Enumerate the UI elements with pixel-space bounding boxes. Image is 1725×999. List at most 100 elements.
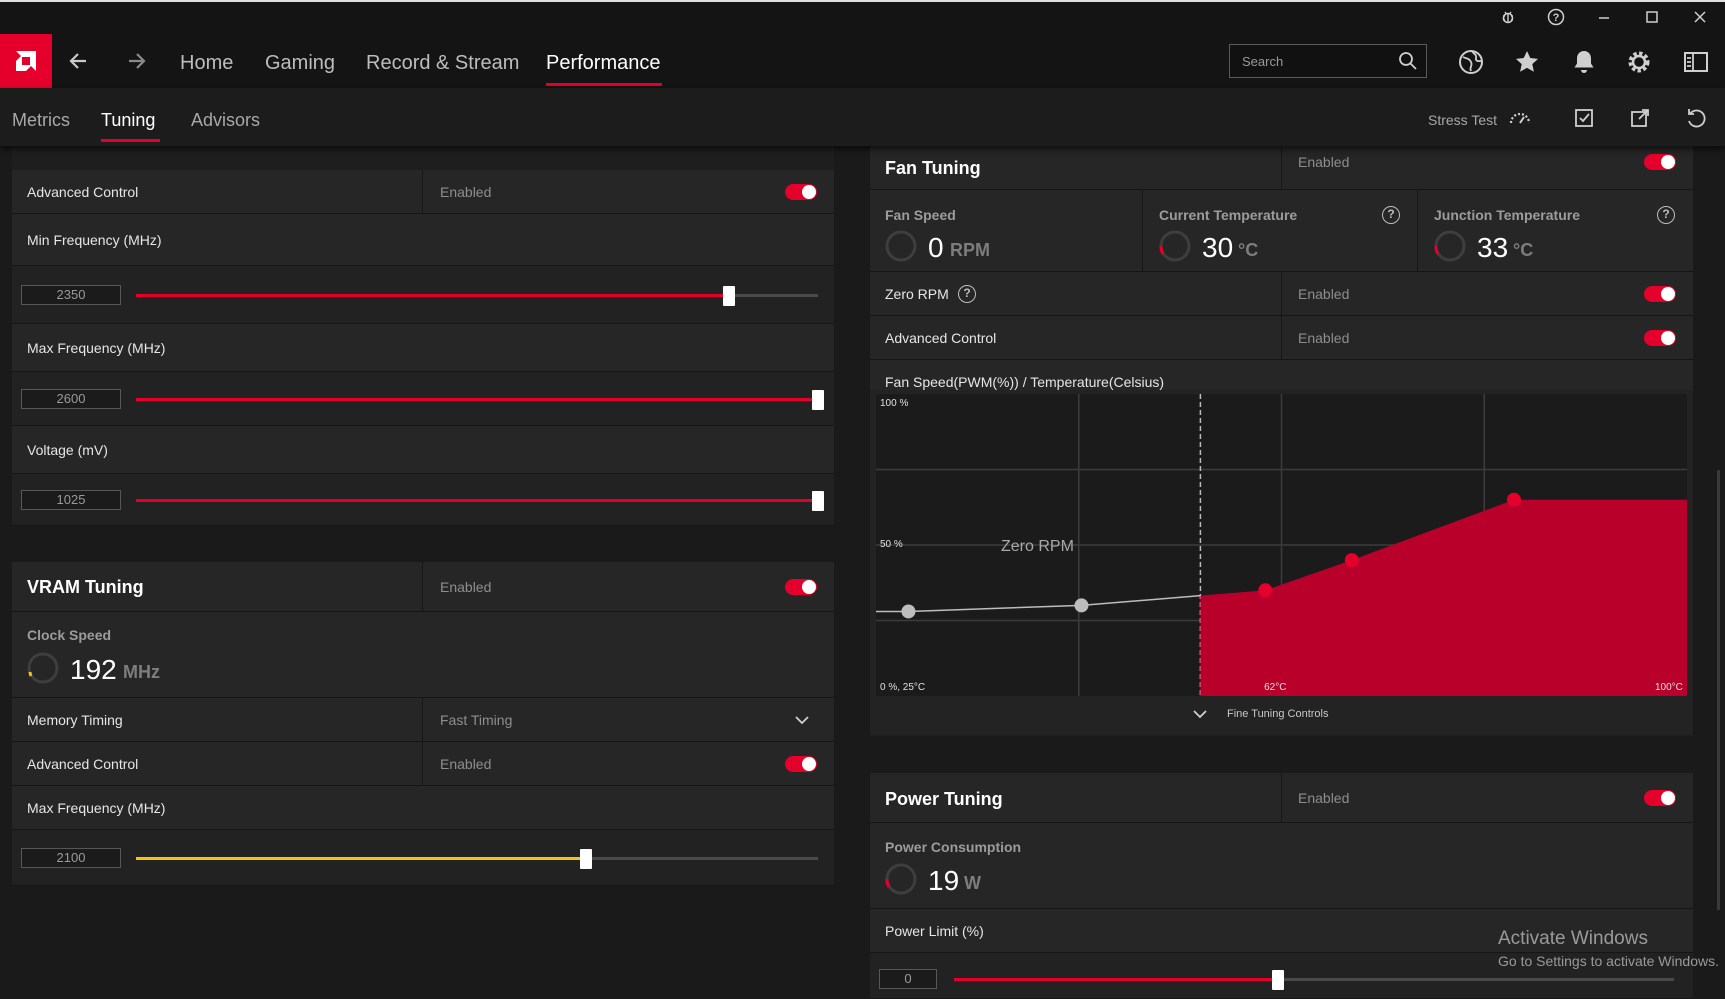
voltage-slider-row: 1025 (12, 474, 834, 526)
chevron-down-icon[interactable] (794, 714, 810, 726)
fan-curve-point-5 (1506, 492, 1521, 507)
current-temp-unit: °C (1238, 240, 1259, 260)
minimize-icon[interactable] (1592, 8, 1616, 32)
vram-clock-value: 192 (70, 654, 117, 685)
voltage-input[interactable]: 1025 (21, 490, 121, 510)
chart-area (1200, 499, 1687, 696)
stress-test-gauge-icon[interactable] (1508, 106, 1532, 130)
vram-clock-row: Clock Speed 192 MHz (12, 612, 834, 698)
sidebar-icon[interactable] (1682, 48, 1710, 76)
bell-icon[interactable] (1570, 48, 1598, 76)
memory-timing-label: Memory Timing (27, 712, 123, 728)
power-enabled-toggle[interactable] (1644, 790, 1676, 806)
max-frequency-input[interactable]: 2600 (21, 389, 121, 409)
fan-curve-chart: 100 % 50 % 0 %, 25°C 62°C 100°C Zero RPM Fine… (870, 390, 1693, 735)
search-input[interactable] (1230, 45, 1390, 77)
power-limit-fill (954, 978, 1278, 981)
vram-advanced-control-value: Enabled (440, 756, 492, 772)
svg-text:?: ? (1553, 12, 1560, 24)
tab-tuning[interactable]: Tuning (101, 110, 156, 130)
voltage-label: Voltage (mV) (27, 442, 108, 458)
tab-gaming[interactable]: Gaming (265, 52, 336, 74)
vram-advanced-control-toggle[interactable] (785, 756, 817, 772)
power-tuning-panel: Power Tuning Enabled Power Consumption 1… (870, 773, 1693, 999)
chart-line (876, 594, 1201, 613)
zero-rpm-region-label: Zero RPM (1001, 538, 1074, 555)
vram-max-frequency-row: Max Frequency (MHz) (12, 786, 834, 830)
zero-rpm-toggle[interactable] (1644, 286, 1676, 302)
power-consumption-unit: W (964, 873, 981, 893)
power-limit-input[interactable]: 0 (879, 969, 937, 989)
min-frequency-input[interactable]: 2350 (21, 285, 121, 305)
reset-icon[interactable] (1684, 106, 1708, 130)
min-frequency-slider-row: 2350 (12, 266, 834, 324)
vram-clock-gauge-icon (27, 652, 59, 684)
tab-performance[interactable]: Performance (546, 52, 661, 74)
current-temp-help-icon[interactable]: ? (1382, 206, 1400, 224)
star-icon[interactable] (1513, 48, 1541, 76)
vram-clock-label: Clock Speed (27, 627, 112, 643)
min-frequency-row: Min Frequency (MHz) (12, 214, 834, 266)
fan-metrics-row: Fan Speed 0 RPM Current Temperature ? 30… (870, 190, 1693, 272)
junction-temp-value: 33 (1477, 232, 1509, 263)
export-icon[interactable] (1628, 106, 1652, 130)
power-limit-row: Power Limit (%) (870, 909, 1693, 953)
vram-max-frequency-label: Max Frequency (MHz) (27, 800, 166, 816)
zero-rpm-help-icon[interactable]: ? (958, 285, 976, 303)
fan-header-row: Fan Tuning Enabled (870, 146, 1693, 190)
junction-temp-help-icon[interactable]: ? (1657, 206, 1675, 224)
stress-test-label[interactable]: Stress Test (1428, 112, 1497, 128)
fan-advanced-control-toggle[interactable] (1644, 330, 1676, 346)
max-frequency-thumb[interactable] (812, 390, 824, 410)
memory-timing-value[interactable]: Fast Timing (440, 712, 513, 728)
vram-header-row: VRAM Tuning Enabled (12, 562, 834, 612)
fine-tuning-chevron-icon[interactable] (1192, 708, 1208, 720)
power-limit-thumb[interactable] (1272, 970, 1284, 990)
globe-icon[interactable] (1457, 48, 1485, 76)
max-frequency-fill (136, 398, 818, 401)
power-limit-track[interactable] (954, 978, 1674, 981)
fan-enabled-value: Enabled (1298, 154, 1350, 170)
vram-clock-unit: MHz (123, 662, 160, 682)
maximize-icon[interactable] (1640, 8, 1664, 32)
junction-temp-gauge-icon (1434, 230, 1466, 262)
gear-icon[interactable] (1625, 48, 1653, 76)
column-divider (422, 170, 423, 214)
fan-curve-svg[interactable]: 100 % 50 % 0 %, 25°C 62°C 100°C Zero RPM (870, 390, 1693, 735)
tab-record-stream[interactable]: Record & Stream (366, 52, 520, 74)
fan-enabled-toggle[interactable] (1644, 154, 1676, 170)
fine-tuning-label[interactable]: Fine Tuning Controls (1227, 708, 1329, 720)
gpu-tuning-panel: Advanced Control Enabled Min Frequency (… (12, 146, 834, 526)
fan-curve-point-4 (1344, 553, 1359, 568)
vram-advanced-control-label: Advanced Control (27, 756, 139, 772)
back-arrow-icon[interactable] (68, 46, 90, 82)
fan-advanced-control-value: Enabled (1298, 330, 1350, 346)
amd-logo[interactable] (0, 34, 52, 88)
vram-max-frequency-thumb[interactable] (580, 849, 593, 869)
gpu-advanced-control-toggle[interactable] (785, 184, 817, 200)
fan-curve-line-inactive (876, 594, 1201, 613)
x-label-62: 62°C (1264, 682, 1286, 693)
tab-home[interactable]: Home (180, 52, 234, 74)
close-icon[interactable] (1688, 8, 1712, 32)
tab-active-indicator (546, 83, 662, 86)
bug-icon[interactable] (1496, 8, 1520, 32)
tab-advisors[interactable]: Advisors (191, 110, 261, 130)
help-icon[interactable]: ? (1544, 8, 1568, 32)
min-frequency-thumb[interactable] (723, 286, 736, 306)
power-limit-label: Power Limit (%) (885, 923, 984, 939)
forward-arrow-icon[interactable] (125, 46, 147, 82)
power-consumption-row: Power Consumption 19 W (870, 823, 1693, 909)
apply-check-icon[interactable] (1572, 106, 1596, 130)
voltage-thumb[interactable] (812, 491, 824, 511)
column-divider (422, 742, 423, 786)
tab-metrics[interactable]: Metrics (12, 110, 70, 130)
vram-max-frequency-input[interactable]: 2100 (21, 848, 121, 868)
search-icon[interactable] (1398, 51, 1418, 76)
power-limit-slider-row: 0 (870, 953, 1693, 999)
power-consumption-gauge-icon (885, 863, 917, 895)
vram-enabled-toggle[interactable] (785, 579, 817, 595)
scrollbar[interactable] (1717, 470, 1720, 910)
vram-advanced-control-row: Advanced Control Enabled (12, 742, 834, 786)
sub-nav: Metrics Tuning Advisors Stress Test (0, 88, 1725, 146)
